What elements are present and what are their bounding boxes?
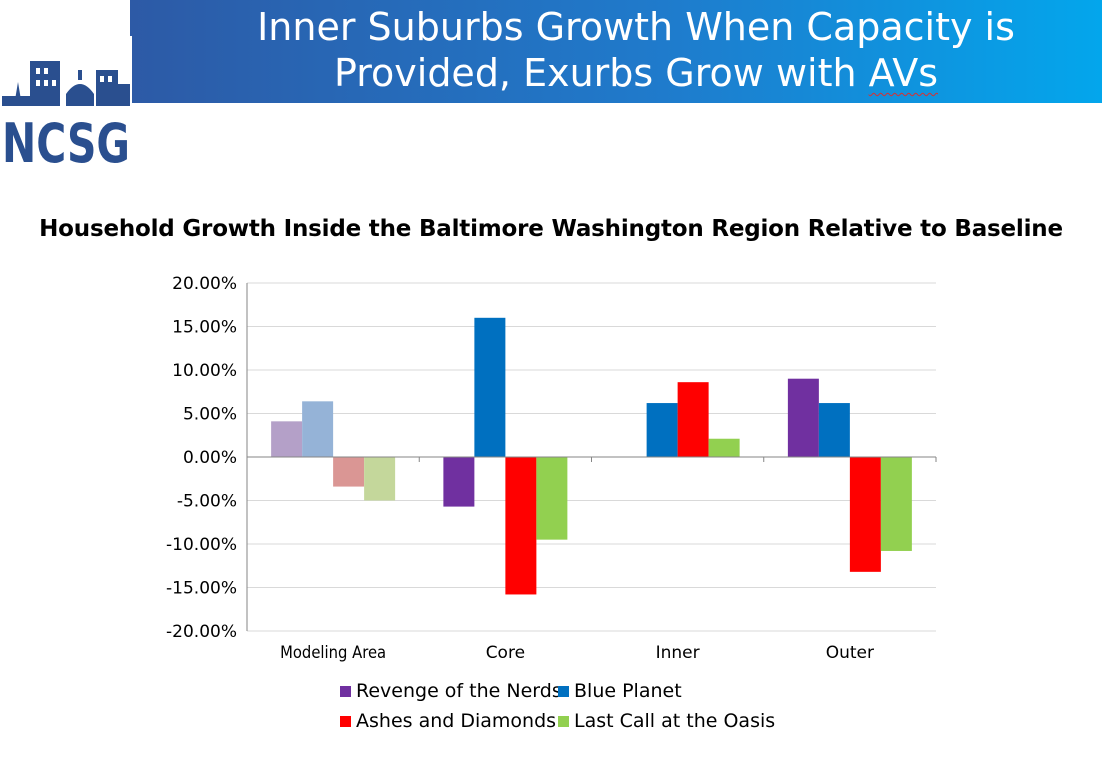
x-tick-labels: Modeling Area Core Inner Outer xyxy=(280,643,874,663)
legend-item: Blue Planet xyxy=(558,680,682,702)
spellcheck-flagged-word: AVs xyxy=(868,51,938,95)
x-tick-label: Modeling Area xyxy=(280,643,386,663)
y-tick-label: -5.00% xyxy=(177,492,237,512)
bar-last-call-at-the-oasis xyxy=(364,457,396,501)
bar-last-call-at-the-oasis xyxy=(880,457,912,551)
bar-revenge-of-the-nerds xyxy=(787,378,819,457)
y-tick-label: 15.00% xyxy=(172,318,237,338)
y-tick-label: -20.00% xyxy=(166,622,237,642)
legend-swatch xyxy=(558,715,569,727)
y-tick-labels: 20.00% 15.00% 10.00% 5.00% 0.00% -5.00% -10.00… xyxy=(166,274,237,642)
y-tick-label: 0.00% xyxy=(183,448,237,468)
bar-blue-planet xyxy=(474,317,506,457)
bars xyxy=(271,317,912,595)
legend-swatch xyxy=(558,685,569,697)
bar-ashes-and-diamonds xyxy=(849,457,881,572)
bar-blue-planet xyxy=(302,401,334,457)
slide-title-line-2: Provided, Exurbs Grow with AVs xyxy=(190,50,1082,96)
bar-revenge-of-the-nerds xyxy=(443,457,475,507)
skyline-icon xyxy=(0,36,132,108)
y-tick-label: 20.00% xyxy=(172,274,237,294)
legend-swatch xyxy=(340,685,351,697)
y-tick-label: 10.00% xyxy=(172,361,237,381)
bar-ashes-and-diamonds xyxy=(505,457,537,595)
ncsg-logo: NCSG xyxy=(0,36,132,166)
bar-ashes-and-diamonds xyxy=(677,382,709,457)
legend-label: Last Call at the Oasis xyxy=(574,710,776,732)
legend-swatch xyxy=(340,715,351,727)
title-banner: Inner Suburbs Growth When Capacity is Pr… xyxy=(130,0,1102,103)
bar-last-call-at-the-oasis xyxy=(708,438,740,457)
legend-item: Last Call at the Oasis xyxy=(558,710,775,732)
slide-title-line-1: Inner Suburbs Growth When Capacity is xyxy=(257,5,1015,49)
bar-blue-planet xyxy=(818,403,850,457)
legend-label: Ashes and Diamonds xyxy=(356,710,557,732)
legend-item: Ashes and Diamonds xyxy=(340,710,556,732)
bar-blue-planet xyxy=(646,403,678,457)
logo-text: NCSG xyxy=(2,112,130,166)
y-tick-label: -15.00% xyxy=(166,579,237,599)
legend-item: Revenge of the Nerds xyxy=(340,680,562,702)
legend-label: Revenge of the Nerds xyxy=(356,680,562,702)
axes xyxy=(246,283,937,631)
bar-ashes-and-diamonds xyxy=(333,457,365,487)
bar-revenge-of-the-nerds xyxy=(271,421,303,457)
legend-label: Blue Planet xyxy=(574,680,682,702)
slide-title-line-2-text: Provided, Exurbs Grow with xyxy=(333,51,869,95)
bar-last-call-at-the-oasis xyxy=(536,457,568,540)
slide-title: Inner Suburbs Growth When Capacity is Pr… xyxy=(190,4,1082,96)
y-tick-label: 5.00% xyxy=(183,405,237,425)
x-tick-label: Inner xyxy=(656,643,700,663)
x-tick-label: Outer xyxy=(826,643,874,663)
chart-title: Household Growth Inside the Baltimore Wa… xyxy=(39,216,1063,242)
x-tick-label: Core xyxy=(486,643,525,663)
y-tick-label: -10.00% xyxy=(166,535,237,555)
